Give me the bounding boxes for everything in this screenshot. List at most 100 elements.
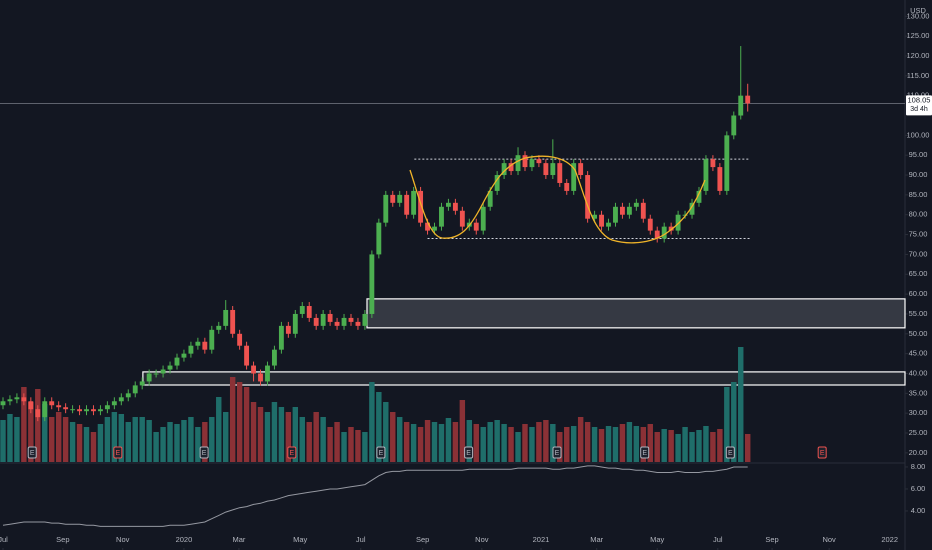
- candle-body: [118, 397, 124, 402]
- x-tick-label: Sep: [416, 535, 429, 544]
- cup-pattern: [409, 155, 706, 244]
- x-tick-label: Nov: [475, 535, 489, 544]
- candle-body: [265, 365, 270, 382]
- candle-body: [647, 218, 653, 231]
- y-tick-label: 100.00: [907, 130, 930, 139]
- candle-body: [223, 309, 229, 326]
- candle-body: [42, 401, 48, 418]
- y-tick-label: 20.00: [909, 448, 928, 457]
- x-tick-label: Jul: [0, 535, 8, 544]
- candle-body: [501, 163, 507, 176]
- candle-body: [202, 341, 208, 350]
- volume-bar: [132, 417, 138, 462]
- x-tick-label: Mar: [232, 535, 245, 544]
- volume-bar: [431, 422, 438, 462]
- candle-body: [738, 95, 744, 116]
- candle-body: [285, 325, 291, 334]
- earnings-marker: [640, 446, 650, 459]
- candle-body: [63, 407, 69, 410]
- volume-bar: [570, 426, 577, 462]
- volume-bar: [550, 424, 556, 462]
- candle-body: [362, 313, 368, 326]
- volume-bar: [48, 417, 55, 462]
- candle-body: [494, 175, 500, 191]
- volume-bar: [703, 426, 709, 462]
- volume-bar: [341, 432, 347, 462]
- y-tick-label: 50.00: [909, 329, 928, 338]
- earnings-marker: [725, 446, 735, 459]
- volume-bar: [327, 427, 333, 462]
- y-tick-label: 110.00: [907, 91, 929, 100]
- volume-bar: [195, 427, 201, 462]
- candle-body: [341, 317, 347, 326]
- x-tick-label: Jul: [356, 535, 366, 544]
- earnings-marker: [113, 446, 123, 459]
- volume-bar: [111, 412, 118, 462]
- volume-bar: [626, 422, 633, 462]
- volume-bar: [731, 382, 737, 462]
- candle-body: [640, 202, 646, 219]
- candle-body: [418, 190, 424, 223]
- candle-body: [306, 306, 312, 318]
- candle-body: [146, 373, 152, 382]
- volume-bar: [522, 424, 528, 462]
- y-tick-label: 25.00: [909, 428, 928, 437]
- volume-bar: [473, 424, 479, 462]
- volume-bar: [0, 420, 6, 462]
- volume-bar: [125, 422, 131, 462]
- earnings-label: E: [30, 450, 35, 457]
- volume-bar: [83, 427, 90, 462]
- earnings-label: E: [466, 450, 471, 457]
- y-tick-label: 120.00: [907, 51, 930, 60]
- x-tick-label: Sep: [765, 535, 778, 544]
- earnings-label: E: [115, 450, 120, 457]
- candle-body: [703, 159, 709, 191]
- x-tick-label: Sep: [56, 535, 69, 544]
- volume-bar: [21, 387, 27, 462]
- candle-body: [606, 222, 611, 227]
- volume-bar: [362, 432, 368, 462]
- volume-bar: [424, 420, 431, 462]
- candle-body: [188, 345, 194, 354]
- candle-body: [668, 226, 674, 231]
- indicator-line: [2, 465, 748, 527]
- x-tick-label: 2022: [881, 535, 898, 544]
- volume-bar: [229, 377, 236, 462]
- y-tick-label: 8.00: [911, 462, 926, 471]
- volume-bar: [216, 397, 222, 462]
- volume-bar: [188, 417, 194, 462]
- y-tick-label: 85.00: [909, 190, 928, 199]
- y-tick-label: 35.00: [909, 388, 928, 397]
- volume-bar: [174, 424, 180, 462]
- y-tick-label: 45.00: [909, 349, 928, 358]
- volume-bar: [738, 347, 744, 462]
- candle-body: [369, 254, 375, 314]
- volume-bar: [508, 427, 514, 462]
- candle-body: [536, 159, 542, 164]
- candle-body: [578, 163, 584, 176]
- volume-bar: [689, 432, 695, 462]
- volume-bar: [28, 402, 34, 462]
- volume-bar: [313, 412, 319, 462]
- candle-body: [411, 190, 417, 215]
- y-tick-label: 55.00: [909, 309, 928, 318]
- volume-bar: [271, 402, 278, 462]
- volume-bar: [675, 434, 681, 462]
- candle-body: [139, 381, 145, 386]
- candle-body: [724, 135, 730, 191]
- candle-body: [731, 115, 737, 136]
- candle-body: [230, 309, 236, 334]
- volume-bar: [62, 417, 69, 462]
- earnings-label: E: [555, 450, 560, 457]
- currency-label: USD: [910, 6, 926, 15]
- volume-bar: [744, 434, 751, 462]
- earnings-marker: [287, 446, 297, 459]
- candle-body: [7, 399, 13, 402]
- earnings-label: E: [642, 450, 647, 457]
- volume-bar: [299, 417, 305, 462]
- volume-bar: [167, 422, 173, 462]
- candle-body: [633, 202, 639, 207]
- y-tick-label: 70.00: [909, 249, 928, 258]
